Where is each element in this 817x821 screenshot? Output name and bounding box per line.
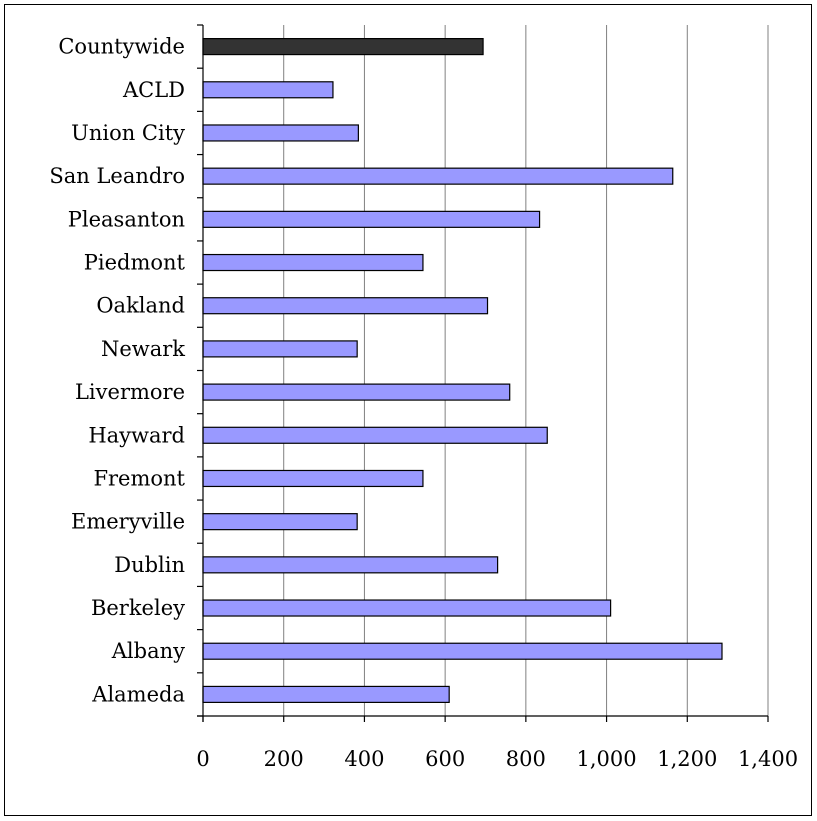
- category-label-oakland: Oakland: [96, 294, 185, 318]
- x-tick-label-400: 400: [344, 747, 384, 771]
- bar-dublin: [202, 556, 499, 574]
- category-label-emeryville: Emeryville: [71, 510, 185, 534]
- category-label-alameda: Alameda: [91, 682, 185, 706]
- bar-hayward: [202, 426, 548, 444]
- category-label-union-city: Union City: [71, 121, 185, 145]
- axes: [197, 24, 769, 722]
- x-tick-label-800: 800: [506, 747, 546, 771]
- category-label-livermore: Livermore: [75, 380, 185, 404]
- category-label-san-leandro: San Leandro: [49, 164, 185, 188]
- x-tick-label-200: 200: [264, 747, 304, 771]
- bar-livermore: [202, 383, 511, 401]
- x-tick-label-600: 600: [425, 747, 465, 771]
- x-tick-label-1000: 1,000: [577, 747, 637, 771]
- category-label-dublin: Dublin: [114, 553, 185, 577]
- gridlines: [283, 25, 769, 716]
- bar-albany: [202, 642, 723, 660]
- category-label-newark: Newark: [101, 337, 185, 361]
- bar-piedmont: [202, 253, 424, 272]
- category-label-pleasanton: Pleasanton: [68, 207, 185, 231]
- bar-countywide: [202, 38, 484, 56]
- category-label-acld: ACLD: [122, 78, 185, 102]
- category-label-countywide: Countywide: [58, 35, 185, 59]
- category-label-piedmont: Piedmont: [84, 251, 186, 275]
- chart-frame: Countywide ACLD Union City San Leandro Pleas…: [4, 4, 812, 816]
- bar-acld: [202, 81, 334, 99]
- bar-alameda: [202, 685, 450, 703]
- bar-fremont: [202, 469, 424, 488]
- bar-oakland: [202, 297, 489, 315]
- category-label-berkeley: Berkeley: [91, 596, 185, 620]
- bar-berkeley: [202, 599, 612, 617]
- category-label-hayward: Hayward: [88, 423, 185, 447]
- bar-pleasanton: [202, 210, 541, 228]
- x-tick-label-1400: 1,400: [738, 747, 798, 771]
- bar-union-city: [202, 124, 359, 142]
- bar-chart: Countywide ACLD Union City San Leandro Pleas…: [49, 24, 798, 771]
- category-label-fremont: Fremont: [93, 466, 185, 490]
- category-label-albany: Albany: [111, 639, 185, 663]
- x-tick-label-1200: 1,200: [657, 747, 717, 771]
- bar-emeryville: [202, 513, 358, 531]
- labels: Countywide ACLD Union City San Leandro Pleas…: [49, 35, 798, 771]
- bars: [202, 38, 723, 703]
- x-tick-label-0: 0: [196, 747, 209, 771]
- bar-san-leandro: [202, 167, 674, 185]
- bar-newark: [202, 340, 358, 358]
